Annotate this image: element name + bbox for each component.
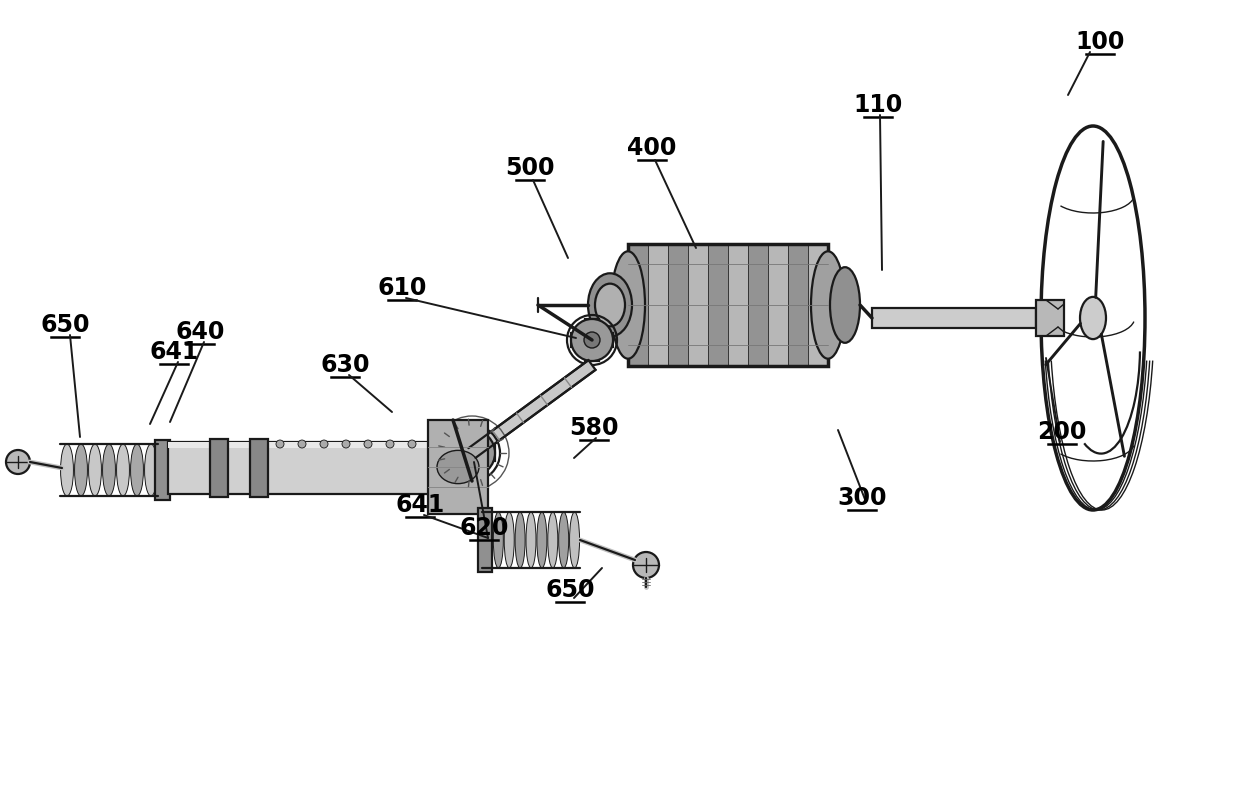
Polygon shape — [469, 360, 595, 458]
Polygon shape — [250, 439, 268, 497]
Polygon shape — [1035, 300, 1064, 336]
Polygon shape — [748, 244, 768, 366]
Ellipse shape — [588, 273, 632, 336]
Ellipse shape — [830, 268, 861, 343]
Circle shape — [463, 444, 481, 462]
Circle shape — [449, 430, 495, 476]
Polygon shape — [570, 333, 613, 347]
Text: 640: 640 — [175, 320, 224, 344]
Ellipse shape — [569, 512, 579, 568]
Text: 110: 110 — [853, 93, 903, 117]
Polygon shape — [808, 244, 828, 366]
Circle shape — [430, 440, 438, 448]
Circle shape — [365, 440, 372, 448]
Ellipse shape — [537, 512, 547, 568]
Circle shape — [632, 552, 658, 578]
Text: 500: 500 — [505, 156, 554, 180]
Text: 641: 641 — [396, 493, 445, 517]
Polygon shape — [155, 440, 170, 500]
Polygon shape — [708, 244, 728, 366]
Text: 610: 610 — [377, 276, 427, 300]
Polygon shape — [428, 420, 489, 514]
Ellipse shape — [559, 512, 569, 568]
Polygon shape — [649, 244, 668, 366]
Polygon shape — [787, 244, 808, 366]
Ellipse shape — [811, 252, 844, 359]
Polygon shape — [449, 445, 495, 461]
Text: 100: 100 — [1075, 30, 1125, 54]
Text: 300: 300 — [837, 486, 887, 510]
Polygon shape — [167, 442, 460, 494]
Polygon shape — [728, 244, 748, 366]
Text: 400: 400 — [627, 136, 677, 160]
Text: 650: 650 — [40, 313, 89, 337]
Ellipse shape — [482, 512, 492, 568]
Circle shape — [320, 440, 329, 448]
Polygon shape — [585, 319, 599, 361]
Text: 641: 641 — [149, 340, 198, 364]
Ellipse shape — [103, 444, 115, 496]
Polygon shape — [464, 430, 480, 476]
Ellipse shape — [88, 444, 102, 496]
Polygon shape — [167, 442, 460, 448]
Circle shape — [386, 440, 394, 448]
Ellipse shape — [515, 512, 525, 568]
Ellipse shape — [436, 450, 479, 484]
Ellipse shape — [526, 512, 536, 568]
Polygon shape — [768, 244, 787, 366]
Ellipse shape — [74, 444, 88, 496]
Polygon shape — [210, 439, 228, 497]
Ellipse shape — [611, 252, 645, 359]
Ellipse shape — [1080, 297, 1106, 339]
Ellipse shape — [494, 512, 503, 568]
Text: 200: 200 — [1038, 420, 1086, 444]
Polygon shape — [668, 244, 688, 366]
Ellipse shape — [61, 444, 73, 496]
Circle shape — [570, 319, 613, 361]
Polygon shape — [627, 244, 649, 366]
Circle shape — [584, 332, 600, 348]
Ellipse shape — [505, 512, 515, 568]
Text: 650: 650 — [546, 578, 595, 602]
Ellipse shape — [117, 444, 129, 496]
Circle shape — [6, 450, 30, 474]
Ellipse shape — [145, 444, 157, 496]
Ellipse shape — [595, 284, 625, 326]
Circle shape — [408, 440, 415, 448]
Circle shape — [298, 440, 306, 448]
Ellipse shape — [548, 512, 558, 568]
Circle shape — [277, 440, 284, 448]
Text: 630: 630 — [320, 353, 370, 377]
Circle shape — [342, 440, 350, 448]
Text: 580: 580 — [569, 416, 619, 440]
Polygon shape — [477, 508, 492, 572]
Polygon shape — [688, 244, 708, 366]
Polygon shape — [872, 308, 1035, 328]
Ellipse shape — [130, 444, 144, 496]
Text: 620: 620 — [459, 516, 508, 540]
